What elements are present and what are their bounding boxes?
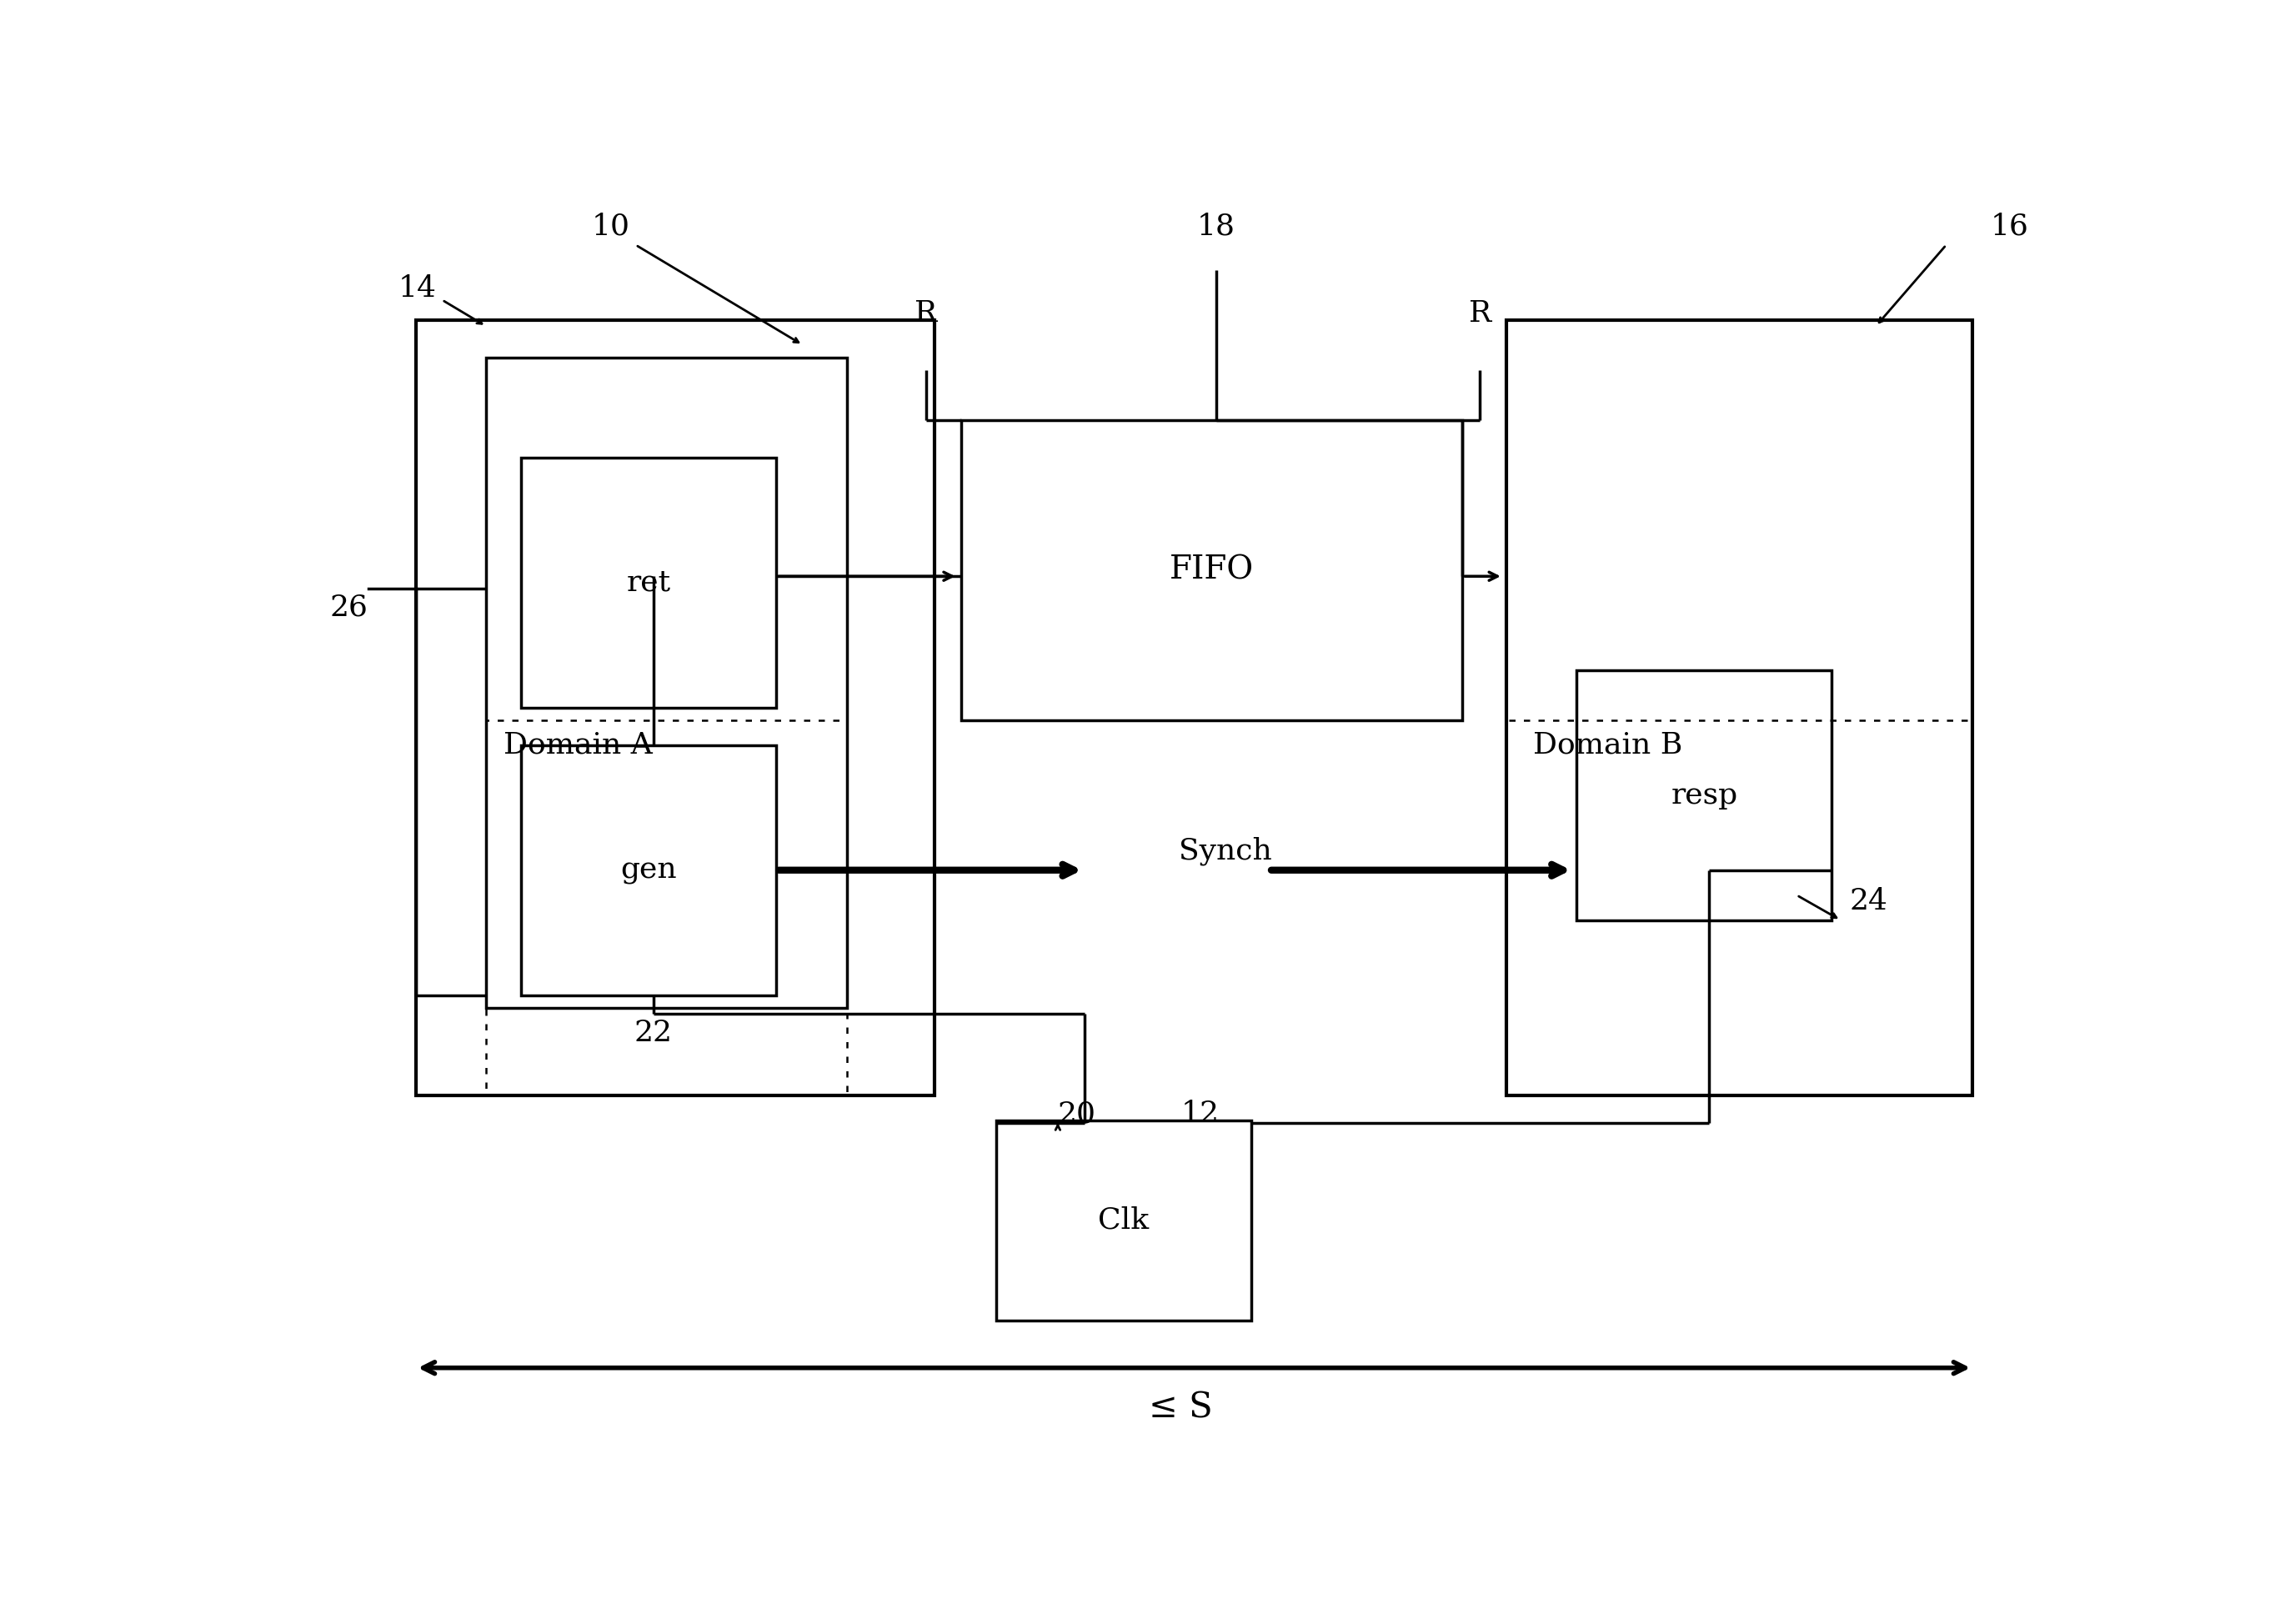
Text: 26: 26 xyxy=(329,593,368,622)
Text: R: R xyxy=(1469,299,1491,328)
Text: ≤ S: ≤ S xyxy=(1149,1390,1212,1426)
Text: Clk: Clk xyxy=(1099,1207,1149,1234)
Text: 20: 20 xyxy=(1058,1099,1096,1129)
Text: 14: 14 xyxy=(397,274,436,302)
Text: 24: 24 xyxy=(1850,887,1889,916)
Bar xyxy=(415,320,935,1095)
Text: 10: 10 xyxy=(592,213,631,240)
Text: resp: resp xyxy=(1671,781,1739,809)
Bar xyxy=(522,458,776,708)
Bar xyxy=(1578,671,1832,921)
Bar xyxy=(1507,719,1973,1095)
Text: Domain A: Domain A xyxy=(504,731,654,760)
Bar xyxy=(997,1121,1251,1320)
Bar xyxy=(960,421,1462,719)
Text: 12: 12 xyxy=(1180,1099,1219,1129)
Text: 18: 18 xyxy=(1196,213,1235,240)
Bar xyxy=(486,719,847,1095)
Text: 22: 22 xyxy=(633,1018,672,1047)
Bar xyxy=(522,745,776,996)
Text: Synch: Synch xyxy=(1178,836,1271,866)
Text: Domain B: Domain B xyxy=(1532,731,1682,760)
Text: gen: gen xyxy=(620,856,676,885)
Text: FIFO: FIFO xyxy=(1169,555,1253,585)
Bar xyxy=(1507,320,1973,1095)
Bar xyxy=(486,357,847,1007)
Text: ret: ret xyxy=(627,568,672,596)
Text: 16: 16 xyxy=(1991,213,2029,240)
Text: R: R xyxy=(915,299,938,328)
